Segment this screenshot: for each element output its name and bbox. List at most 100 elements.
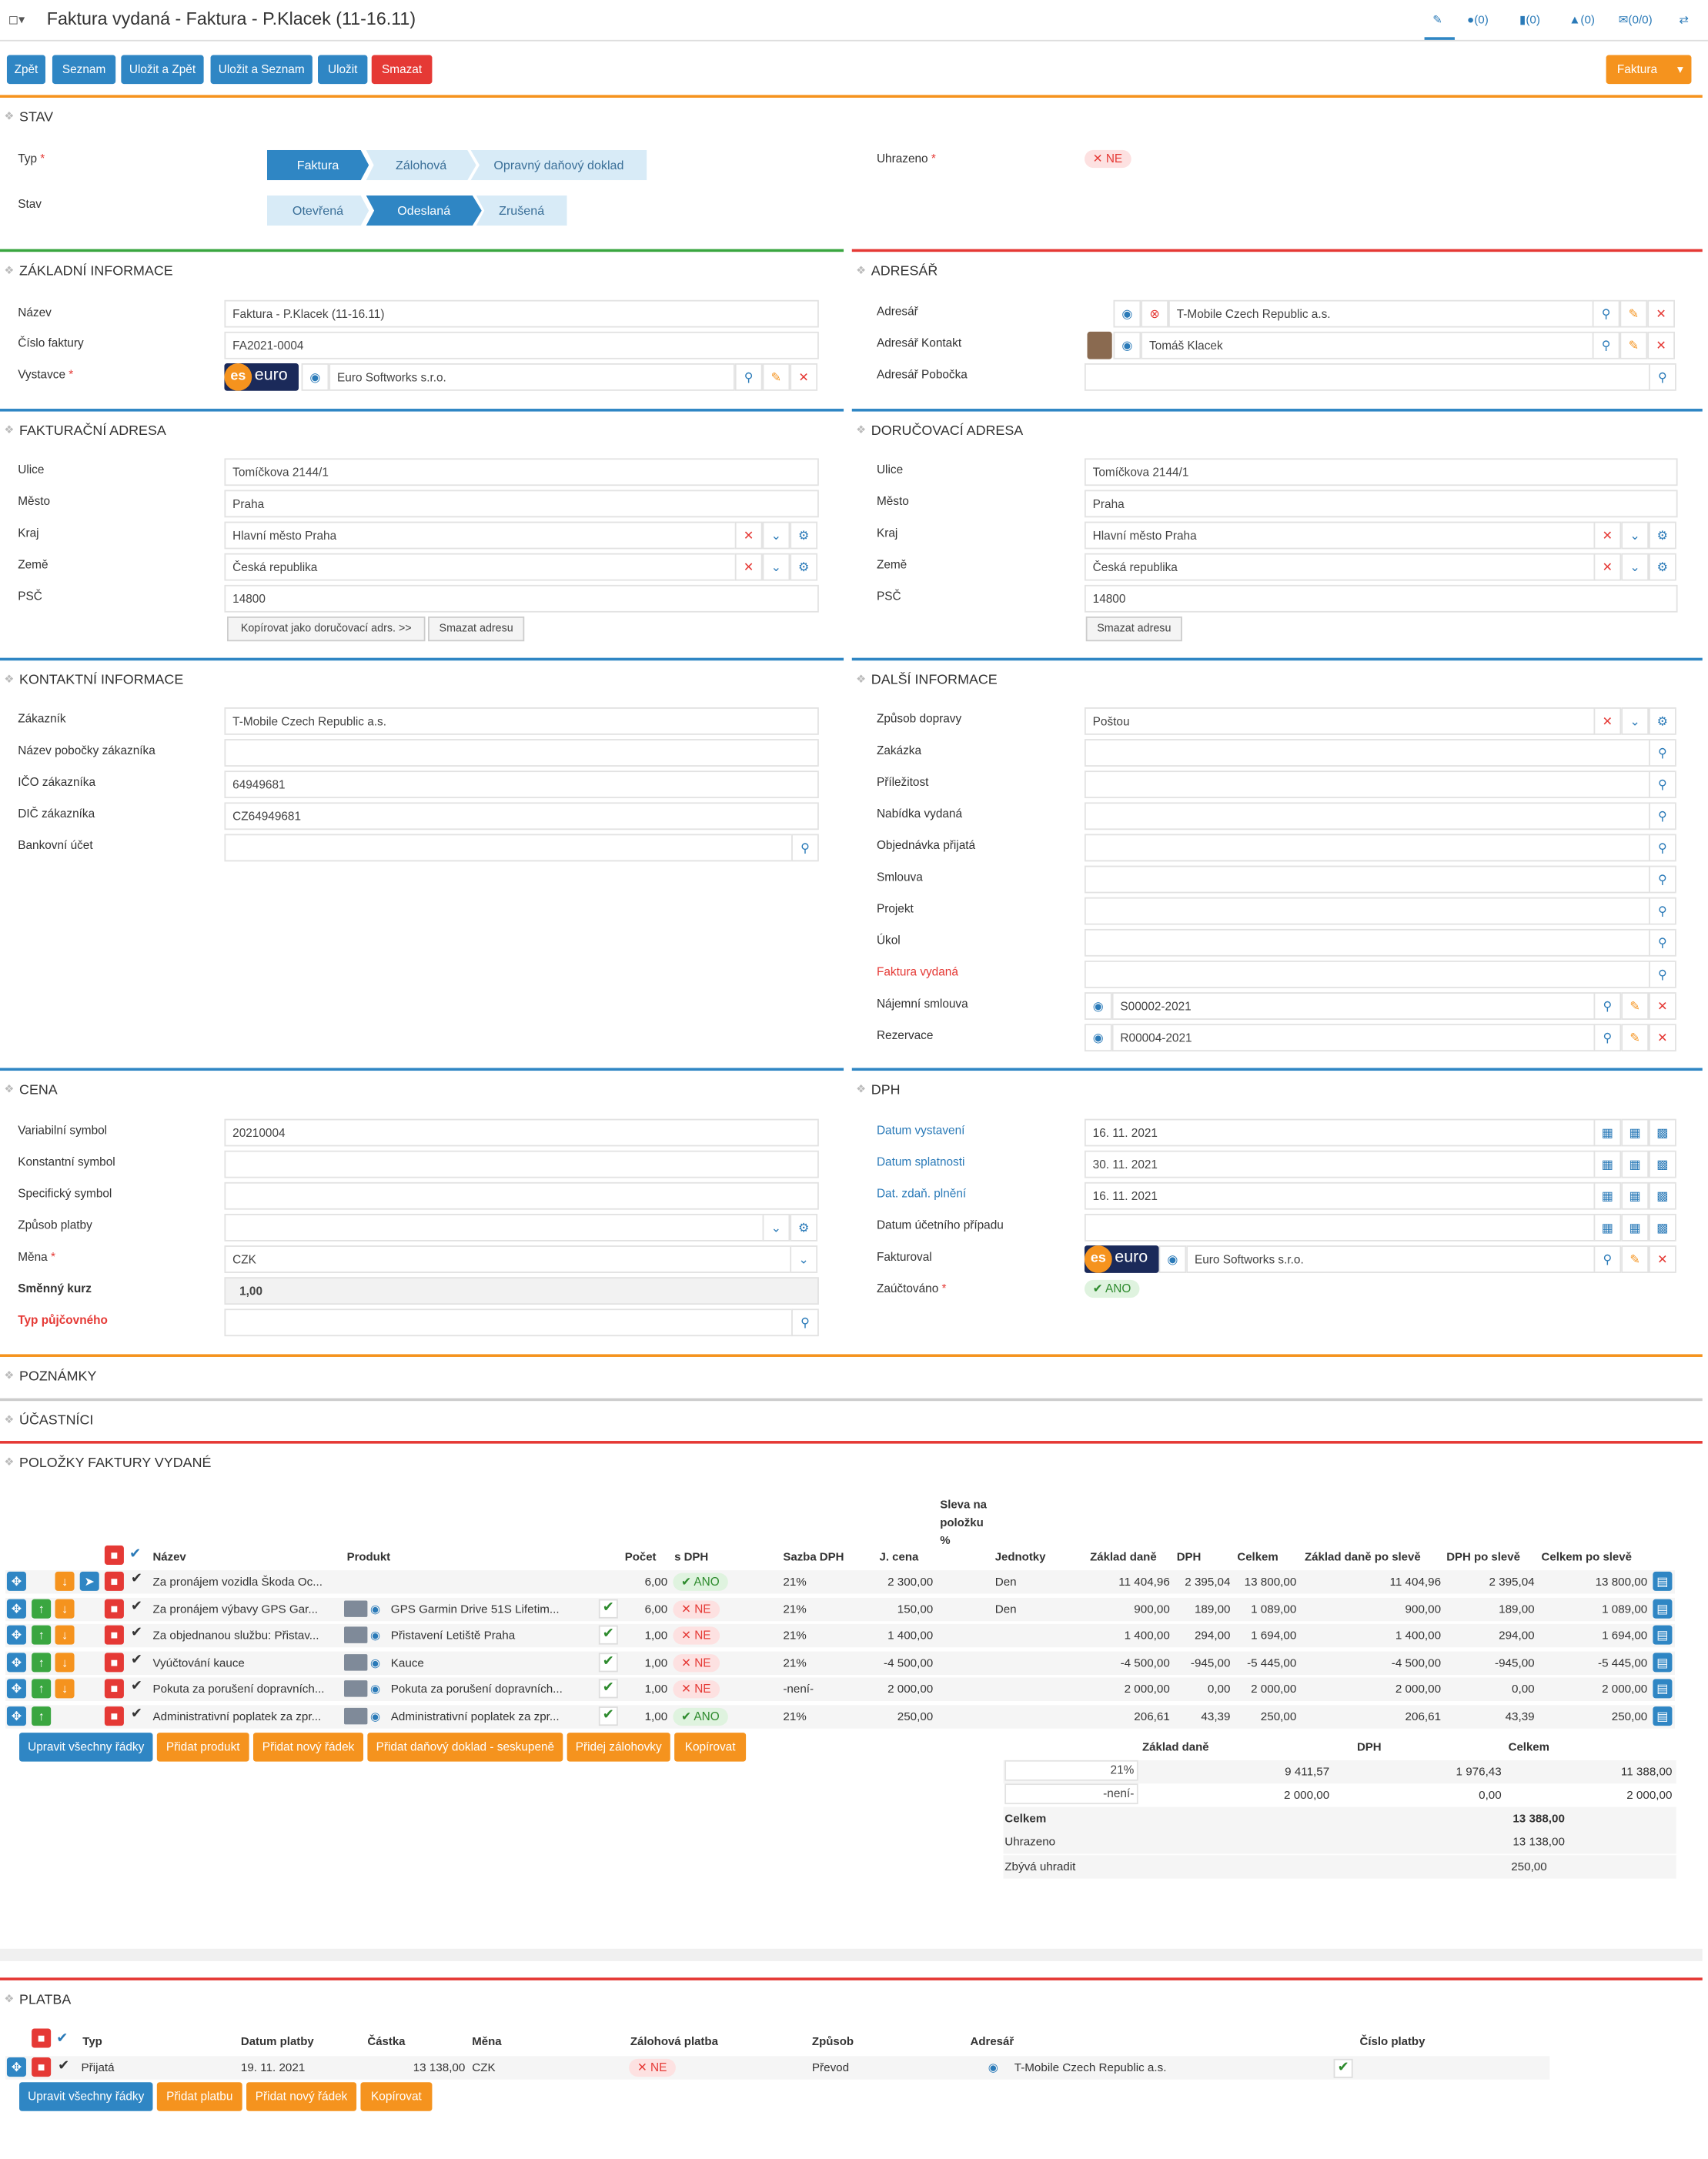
close-icon[interactable]: ✕ (1593, 707, 1622, 735)
bell-icon[interactable]: ▲(0) (1569, 12, 1595, 26)
check-icon[interactable]: ✔ (598, 1599, 618, 1619)
menu-icon[interactable]: ◻▾ (8, 12, 25, 26)
trash-icon[interactable]: ■ (32, 2028, 52, 2048)
pin-icon[interactable]: ❖ (856, 1083, 866, 1096)
delete-address-button[interactable]: Smazat adresu (428, 617, 525, 642)
calendar-icon[interactable]: ▦ (1593, 1214, 1622, 1242)
add-payment-row-button[interactable]: Přidat nový řádek (246, 2082, 357, 2111)
add-row-button[interactable]: Přidat nový řádek (252, 1733, 364, 1762)
detail-icon[interactable]: ▤ (1653, 1653, 1673, 1673)
search-icon[interactable]: ⚲ (1649, 834, 1676, 862)
move-icon[interactable]: ✥ (6, 1653, 26, 1673)
eye-icon[interactable]: ◉ (1113, 331, 1141, 359)
copy-button[interactable]: Kopírovat (674, 1733, 747, 1762)
col-typ[interactable]: Typ (82, 2034, 102, 2048)
kraj-select[interactable]: Hlavní město Praha (1084, 521, 1596, 550)
calendar-icon[interactable]: ▦ (1621, 1150, 1650, 1178)
zauctovano-badge[interactable]: ✔ ANO (1084, 1279, 1140, 1298)
calendar-icon[interactable]: ▩ (1649, 1214, 1676, 1242)
file-icon[interactable]: ▮(0) (1519, 12, 1540, 26)
stav-step-otevrena[interactable]: Otevřená (266, 195, 369, 226)
move-icon[interactable]: ✥ (6, 1706, 26, 1726)
nabidka-input[interactable] (1084, 802, 1650, 831)
gears-icon[interactable]: ⚙ (790, 1214, 818, 1242)
pin-icon[interactable]: ❖ (4, 1083, 15, 1096)
check-icon[interactable]: ✔ (130, 1706, 142, 1722)
check-icon[interactable]: ✔ (1333, 2058, 1353, 2078)
edit-icon[interactable]: ✎ (1619, 299, 1648, 328)
objednavka-input[interactable] (1084, 834, 1650, 862)
typ-step-zalohova[interactable]: Zálohová (366, 149, 476, 181)
move-icon[interactable]: ✥ (6, 1679, 26, 1699)
edit-icon[interactable]: ✎ (1621, 992, 1650, 1020)
close-icon[interactable]: ✕ (790, 363, 818, 391)
trash-icon[interactable]: ■ (104, 1625, 124, 1645)
close-icon[interactable]: ✕ (1647, 299, 1675, 328)
search-icon[interactable]: ⚲ (1649, 739, 1676, 767)
remove-circle-icon[interactable]: ⊗ (1141, 299, 1169, 328)
check-icon[interactable]: ✔ (130, 1625, 142, 1641)
uhrazeno-badge[interactable]: ✕ NE (1084, 149, 1131, 169)
ukol-input[interactable] (1084, 928, 1650, 957)
col-celkem-po[interactable]: Celkem po slevě (1541, 1549, 1632, 1564)
check-all-icon[interactable]: ✔ (56, 2031, 69, 2047)
trash-icon[interactable]: ■ (104, 1571, 124, 1591)
item-sdph-badge[interactable]: ✕ NE (673, 1654, 720, 1673)
stav-step-odeslana[interactable]: Odeslaná (366, 195, 482, 226)
search-icon[interactable]: ⚲ (1592, 331, 1620, 359)
calendar-icon[interactable]: ▩ (1649, 1118, 1676, 1147)
gears-icon[interactable]: ⚙ (1649, 521, 1676, 550)
save-back-button[interactable]: Uložit a Zpět (121, 55, 204, 85)
col-celkem[interactable]: Celkem (1237, 1549, 1278, 1564)
trash-icon[interactable]: ■ (104, 1679, 124, 1699)
pin-icon[interactable]: ❖ (4, 1413, 15, 1426)
detail-icon[interactable]: ▤ (1653, 1625, 1673, 1645)
item-sdph-badge[interactable]: ✕ NE (673, 1626, 720, 1645)
chevron-down-icon[interactable]: ⌄ (762, 1214, 790, 1242)
check-icon[interactable]: ✔ (130, 1571, 142, 1587)
col-castka[interactable]: Částka (367, 2034, 406, 2048)
pin-icon[interactable]: ❖ (4, 1455, 15, 1469)
pin-icon[interactable]: ❖ (4, 423, 15, 436)
search-icon[interactable]: ⚲ (1593, 1024, 1622, 1052)
mail-icon[interactable]: ✉(0/0) (1618, 12, 1653, 26)
ulice-input[interactable]: Tomíčkova 2144/1 (224, 458, 819, 486)
detail-icon[interactable]: ▤ (1653, 1706, 1673, 1726)
datum-splatnosti-input[interactable]: 30. 11. 2021 (1084, 1150, 1596, 1178)
arrow-up-icon[interactable]: ↑ (32, 1625, 52, 1645)
psc-input[interactable]: 14800 (1084, 584, 1678, 613)
col-jednotky[interactable]: Jednotky (994, 1549, 1046, 1564)
add-product-button[interactable]: Přidat produkt (156, 1733, 249, 1762)
item-sdph-badge[interactable]: ✕ NE (673, 1680, 720, 1699)
faktura-vydana-input[interactable] (1084, 961, 1650, 988)
close-icon[interactable]: ✕ (1647, 331, 1675, 359)
col-zalohova[interactable]: Zálohová platba (630, 2034, 718, 2048)
move-icon[interactable]: ✥ (6, 1625, 26, 1645)
edit-icon[interactable]: ✎ (1619, 331, 1648, 359)
comments-icon[interactable]: ●(0) (1467, 12, 1489, 26)
col-dph-po[interactable]: DPH po slevě (1446, 1549, 1520, 1564)
search-icon[interactable]: ⚲ (791, 1308, 819, 1337)
col-adresar[interactable]: Adresář (970, 2034, 1014, 2048)
check-icon[interactable]: ✔ (598, 1706, 618, 1726)
search-icon[interactable]: ⚲ (1649, 865, 1676, 894)
arrow-up-icon[interactable]: ↑ (32, 1599, 52, 1619)
move-icon[interactable]: ✥ (6, 1599, 26, 1619)
close-icon[interactable]: ✕ (734, 521, 763, 550)
arrow-down-icon[interactable]: ↓ (55, 1599, 75, 1619)
nazev-input[interactable]: Faktura - P.Klacek (11-16.11) (224, 299, 819, 328)
eye-icon[interactable]: ◉ (1158, 1245, 1187, 1273)
edit-icon[interactable]: ✎ (762, 363, 790, 391)
check-icon[interactable]: ✔ (130, 1679, 142, 1695)
copy-payment-button[interactable]: Kopírovat (360, 2082, 433, 2111)
arrow-down-icon[interactable]: ↓ (55, 1625, 75, 1645)
bankovni-ucet-input[interactable] (224, 834, 793, 862)
item-sdph-badge[interactable]: ✔ ANO (673, 1572, 728, 1591)
zakaznik-input[interactable]: T-Mobile Czech Republic a.s. (224, 707, 819, 735)
smlouva-input[interactable] (1084, 865, 1650, 894)
close-icon[interactable]: ✕ (1649, 1245, 1676, 1273)
col-zpusob[interactable]: Způsob (811, 2034, 854, 2048)
psc-input[interactable]: 14800 (224, 584, 819, 613)
detail-icon[interactable]: ▤ (1653, 1571, 1673, 1591)
mena-select[interactable]: CZK (224, 1245, 792, 1273)
